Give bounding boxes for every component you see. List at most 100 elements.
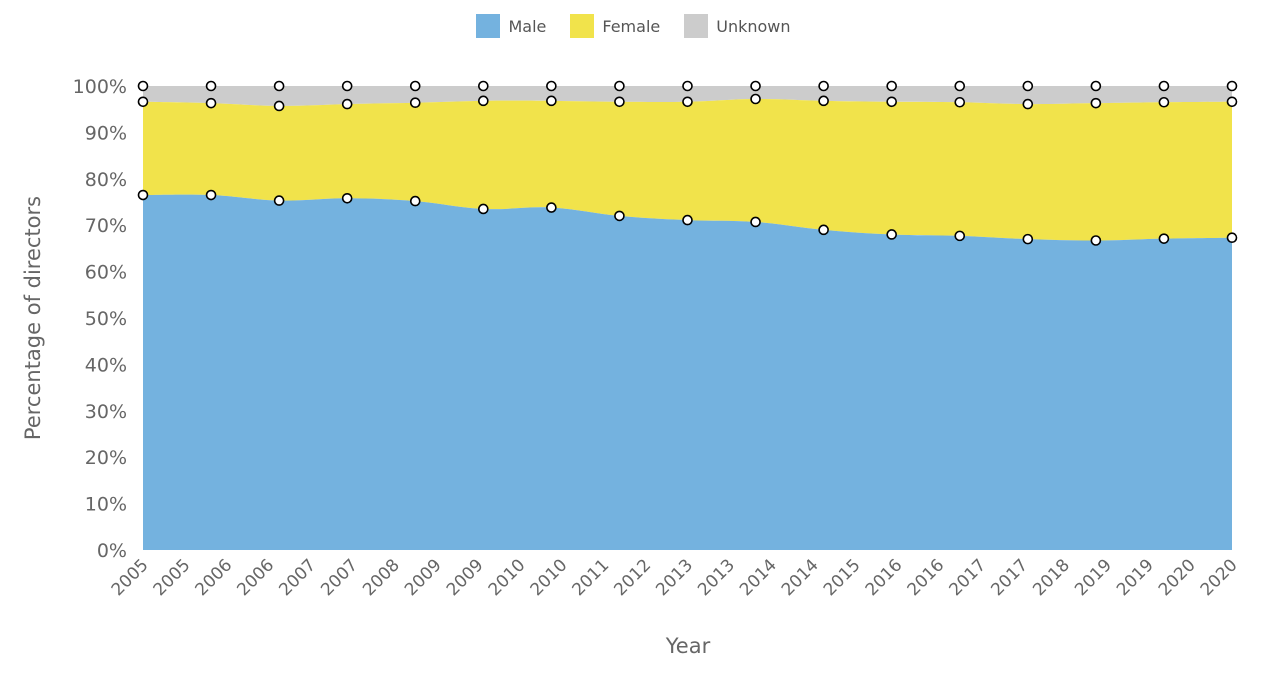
male-point[interactable]: [478, 203, 489, 215]
legend-label-unknown: Unknown: [716, 16, 791, 36]
female-point[interactable]: [1226, 96, 1238, 108]
x-tick-label: 2005: [108, 555, 153, 600]
unknown-point[interactable]: [1158, 80, 1170, 92]
x-tick-label: 2013: [694, 555, 739, 600]
female-point[interactable]: [954, 96, 966, 108]
x-tick-label: 2008: [359, 555, 404, 600]
male-point[interactable]: [409, 195, 421, 207]
x-tick-label: 2020: [1155, 555, 1200, 600]
stacked-areas: [143, 86, 1232, 551]
y-axis-label: Percentage of directors: [21, 196, 45, 440]
male-point[interactable]: [137, 189, 149, 201]
male-point[interactable]: [818, 224, 829, 236]
x-tick-label: 2006: [233, 555, 278, 600]
male-point[interactable]: [750, 216, 761, 228]
unknown-point[interactable]: [546, 80, 557, 92]
x-tick-label: 2013: [652, 555, 697, 600]
male-point[interactable]: [614, 210, 625, 222]
unknown-point[interactable]: [478, 80, 489, 92]
female-point[interactable]: [137, 96, 149, 108]
unknown-point[interactable]: [682, 80, 693, 92]
x-tick-label: 2014: [778, 555, 823, 600]
male-point[interactable]: [1158, 233, 1170, 244]
legend-item-unknown[interactable]: Unknown: [684, 14, 791, 38]
unknown-point[interactable]: [1022, 80, 1034, 92]
x-tick-label: 2012: [610, 555, 655, 600]
y-tick-label: 20%: [85, 447, 127, 469]
female-point[interactable]: [1090, 97, 1102, 109]
y-tick-label: 100%: [73, 76, 127, 98]
female-area[interactable]: [143, 98, 1232, 241]
female-point[interactable]: [478, 95, 489, 107]
y-tick-label: 30%: [85, 401, 127, 423]
female-point[interactable]: [341, 98, 353, 110]
female-point[interactable]: [682, 96, 693, 108]
unknown-point[interactable]: [614, 80, 625, 92]
y-tick-label: 60%: [85, 262, 127, 284]
x-tick-label: 2020: [1197, 555, 1242, 600]
male-swatch-icon: [476, 14, 501, 38]
legend-item-male[interactable]: Male: [476, 14, 546, 38]
x-tick-label: 2005: [150, 555, 195, 600]
male-point[interactable]: [1090, 235, 1102, 246]
x-tick-label: 2007: [275, 555, 320, 600]
x-tick-label: 2016: [862, 555, 907, 600]
male-point[interactable]: [886, 229, 897, 240]
female-point[interactable]: [818, 95, 829, 107]
female-point[interactable]: [614, 96, 625, 108]
unknown-point[interactable]: [818, 80, 829, 92]
male-point[interactable]: [205, 189, 217, 201]
y-tick-label: 50%: [85, 308, 127, 330]
y-tick-label: 80%: [85, 169, 127, 191]
unknown-point[interactable]: [750, 80, 761, 92]
x-tick-label: 2010: [485, 555, 530, 600]
x-tick-label: 2019: [1113, 555, 1158, 600]
y-tick-label: 40%: [85, 354, 127, 376]
unknown-point[interactable]: [409, 80, 421, 92]
x-tick-label: 2015: [820, 555, 865, 600]
x-tick-label: 2017: [987, 555, 1032, 600]
female-point[interactable]: [1158, 96, 1170, 108]
unknown-point[interactable]: [205, 80, 217, 92]
female-point[interactable]: [886, 96, 897, 108]
legend: Male Female Unknown: [0, 14, 1267, 38]
male-area[interactable]: [143, 194, 1232, 551]
female-point[interactable]: [205, 97, 217, 109]
x-tick-label: 2014: [736, 555, 781, 600]
unknown-point[interactable]: [137, 80, 149, 92]
y-tick-label: 0%: [97, 540, 127, 562]
x-tick-label: 2009: [401, 555, 446, 600]
female-point[interactable]: [750, 93, 761, 105]
male-point[interactable]: [682, 214, 693, 226]
x-tick-label: 2017: [945, 555, 990, 600]
male-point[interactable]: [1226, 232, 1238, 244]
female-point[interactable]: [546, 95, 557, 107]
unknown-point[interactable]: [273, 80, 285, 92]
male-point[interactable]: [341, 192, 353, 204]
y-axis-ticks: 0% 10% 20% 30% 40% 50% 60% 70% 80% 90% 100%: [73, 76, 127, 562]
x-tick-label: 2016: [904, 555, 949, 600]
female-point[interactable]: [1022, 98, 1034, 110]
x-tick-label: 2019: [1071, 555, 1116, 600]
x-tick-label: 2018: [1029, 555, 1074, 600]
unknown-point[interactable]: [341, 80, 353, 92]
female-point[interactable]: [273, 100, 285, 112]
unknown-point[interactable]: [1226, 80, 1238, 92]
unknown-point[interactable]: [954, 80, 966, 92]
male-point[interactable]: [546, 202, 557, 213]
legend-label-female: Female: [602, 16, 661, 36]
y-tick-label: 10%: [85, 494, 127, 516]
y-tick-label: 70%: [85, 215, 127, 237]
y-tick-label: 90%: [85, 122, 127, 144]
male-point[interactable]: [954, 230, 966, 242]
female-swatch-icon: [570, 14, 595, 38]
female-point[interactable]: [409, 97, 421, 109]
unknown-swatch-icon: [684, 14, 709, 38]
unknown-point[interactable]: [1090, 80, 1102, 92]
male-point[interactable]: [273, 195, 285, 206]
male-point[interactable]: [1022, 233, 1034, 245]
legend-item-female[interactable]: Female: [570, 14, 660, 38]
unknown-point[interactable]: [886, 80, 897, 92]
